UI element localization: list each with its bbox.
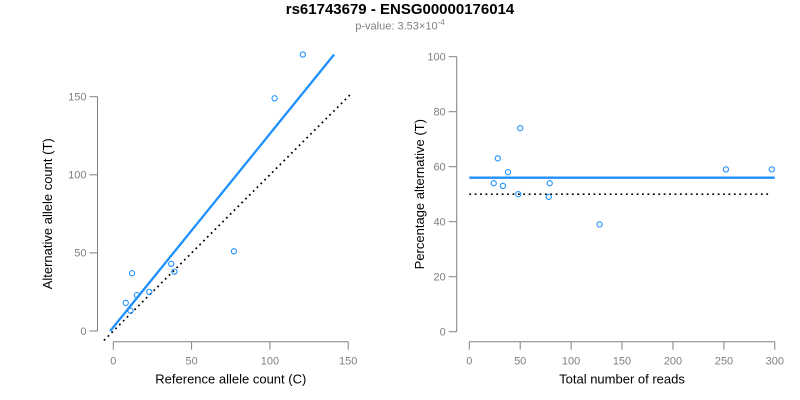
x-tick-label: 150 (613, 356, 631, 368)
data-point (171, 268, 178, 275)
data-point (133, 291, 140, 299)
y-tick-label: 0 (80, 326, 86, 338)
y-tick-label: 60 (433, 162, 445, 174)
data-point (515, 191, 522, 198)
data-point (299, 51, 306, 58)
data-point (517, 125, 524, 132)
x-tick-label: 100 (562, 356, 580, 368)
data-point (168, 260, 175, 267)
data-point (596, 221, 603, 228)
data-point (127, 307, 134, 314)
data-point (546, 180, 553, 187)
x-tick-label: 0 (110, 356, 116, 368)
p-value-text: p-value: (355, 20, 398, 33)
x-tick-label: 200 (664, 356, 682, 368)
data-point (490, 180, 497, 187)
x-tick-label: 0 (466, 356, 472, 368)
p-value-exponent: -4 (437, 18, 445, 27)
data-point (128, 270, 136, 277)
data-point (722, 166, 730, 173)
right-plot-percentage-reads: 0 50 100 150 200 250 300 0 20 40 60 80 100 Total numb… (412, 52, 784, 387)
data-point (768, 166, 775, 173)
x-tick-label: 150 (339, 356, 357, 368)
y-axis-label: Alternative allele count (T) (40, 138, 55, 289)
data-point (494, 155, 501, 162)
data-point (545, 193, 552, 201)
p-value-mantissa: 3.53 (397, 20, 419, 33)
y-tick-label: 40 (433, 217, 445, 229)
data-point (499, 182, 507, 190)
data-point (230, 248, 238, 255)
x-axis-label: Total number of reads (559, 372, 685, 387)
fit-line (109, 53, 335, 332)
y-tick-label: 80 (433, 107, 445, 119)
y-tick-label: 20 (433, 272, 445, 284)
data-point (146, 288, 153, 296)
identity-line (103, 92, 352, 342)
x-tick-label: 50 (514, 356, 526, 368)
y-tick-label: 100 (427, 52, 445, 64)
x-tick-label: 250 (715, 356, 733, 368)
y-tick-label: 100 (68, 170, 86, 182)
y-tick-label: 0 (440, 327, 446, 339)
p-value-times-ten: ×10 (418, 20, 438, 33)
figure-title: rs61743679 - ENSG00000176014 (285, 1, 515, 18)
data-point (504, 169, 512, 176)
data-point (122, 299, 129, 307)
y-tick-label: 150 (68, 92, 86, 104)
data-point (271, 95, 278, 102)
x-tick-label: 300 (766, 356, 784, 368)
left-plot-allele-counts: 0 50 100 150 0 50 100 150 Reference allele count… (40, 51, 357, 387)
x-axis-label: Reference allele count (C) (155, 372, 306, 387)
p-value-subtitle: p-value: 3.53×10-4 (0, 18, 800, 33)
x-tick-label: 100 (261, 356, 279, 368)
y-axis-label: Percentage alternative (T) (412, 119, 427, 269)
x-tick-label: 50 (185, 356, 197, 368)
y-tick-label: 50 (74, 248, 86, 260)
